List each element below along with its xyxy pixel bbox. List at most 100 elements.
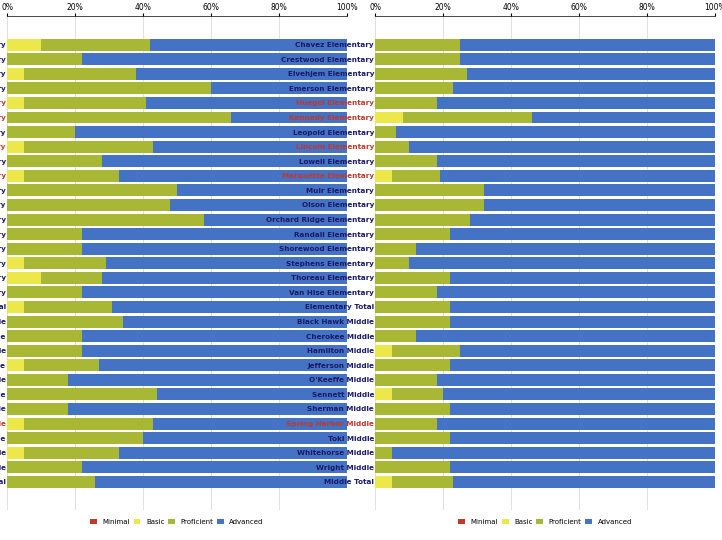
Bar — [393, 447, 715, 458]
Bar — [375, 112, 403, 124]
Bar — [105, 257, 347, 269]
Bar — [24, 68, 136, 80]
Bar — [7, 213, 204, 226]
Bar — [453, 83, 715, 94]
Bar — [375, 213, 471, 226]
Bar — [416, 330, 715, 342]
Bar — [7, 156, 103, 167]
Bar — [375, 417, 437, 429]
Bar — [7, 476, 95, 488]
Bar — [82, 345, 347, 357]
Bar — [450, 272, 715, 284]
Legend: Minimal, Basic, Proficient, Advanced: Minimal, Basic, Proficient, Advanced — [90, 519, 264, 525]
Bar — [393, 388, 443, 400]
Bar — [7, 272, 41, 284]
Bar — [7, 432, 143, 444]
Bar — [467, 68, 715, 80]
Bar — [7, 199, 170, 211]
Bar — [443, 388, 715, 400]
Bar — [375, 199, 484, 211]
Bar — [375, 272, 450, 284]
Bar — [24, 257, 105, 269]
Bar — [24, 141, 153, 153]
Bar — [7, 228, 82, 240]
Bar — [471, 213, 715, 226]
Bar — [450, 403, 715, 415]
Bar — [24, 359, 99, 371]
Bar — [211, 83, 347, 94]
Bar — [375, 83, 453, 94]
Bar — [437, 286, 715, 299]
Bar — [7, 126, 75, 138]
Bar — [375, 184, 484, 197]
Bar — [136, 68, 347, 80]
Bar — [375, 170, 393, 182]
Bar — [7, 388, 157, 400]
Bar — [153, 417, 347, 429]
Bar — [409, 141, 715, 153]
Bar — [7, 315, 123, 328]
Bar — [461, 53, 715, 65]
Bar — [231, 112, 347, 124]
Bar — [69, 374, 347, 386]
Bar — [204, 213, 347, 226]
Bar — [375, 286, 437, 299]
Bar — [99, 359, 347, 371]
Bar — [147, 97, 347, 109]
Bar — [484, 199, 715, 211]
Bar — [375, 403, 450, 415]
Bar — [393, 345, 461, 357]
Bar — [24, 97, 147, 109]
Bar — [41, 39, 149, 51]
Bar — [375, 257, 409, 269]
Bar — [7, 53, 82, 65]
Bar — [24, 447, 119, 458]
Bar — [7, 97, 24, 109]
Bar — [24, 170, 119, 182]
Bar — [7, 374, 69, 386]
Bar — [153, 141, 347, 153]
Bar — [461, 39, 715, 51]
Bar — [375, 388, 393, 400]
Bar — [409, 257, 715, 269]
Bar — [7, 141, 24, 153]
Bar — [375, 156, 437, 167]
Bar — [95, 476, 347, 488]
Bar — [375, 461, 450, 473]
Bar — [103, 156, 347, 167]
Bar — [450, 228, 715, 240]
Bar — [450, 432, 715, 444]
Bar — [7, 257, 24, 269]
Bar — [170, 199, 347, 211]
Bar — [7, 286, 82, 299]
Bar — [7, 68, 24, 80]
Bar — [113, 301, 347, 313]
Bar — [375, 359, 450, 371]
Bar — [82, 242, 347, 255]
Bar — [375, 141, 409, 153]
Bar — [396, 126, 715, 138]
Bar — [461, 345, 715, 357]
Bar — [7, 330, 82, 342]
Bar — [531, 112, 715, 124]
Bar — [103, 272, 347, 284]
Bar — [82, 330, 347, 342]
Legend: Minimal, Basic, Proficient, Advanced: Minimal, Basic, Proficient, Advanced — [458, 519, 632, 525]
Bar — [157, 388, 347, 400]
Bar — [484, 184, 715, 197]
Bar — [7, 242, 82, 255]
Bar — [393, 170, 440, 182]
Bar — [7, 403, 69, 415]
Bar — [403, 112, 531, 124]
Bar — [82, 228, 347, 240]
Bar — [393, 476, 453, 488]
Bar — [82, 53, 347, 65]
Bar — [7, 417, 24, 429]
Bar — [149, 39, 347, 51]
Bar — [375, 374, 437, 386]
Bar — [375, 126, 396, 138]
Bar — [82, 461, 347, 473]
Bar — [24, 417, 153, 429]
Bar — [143, 432, 347, 444]
Bar — [119, 170, 347, 182]
